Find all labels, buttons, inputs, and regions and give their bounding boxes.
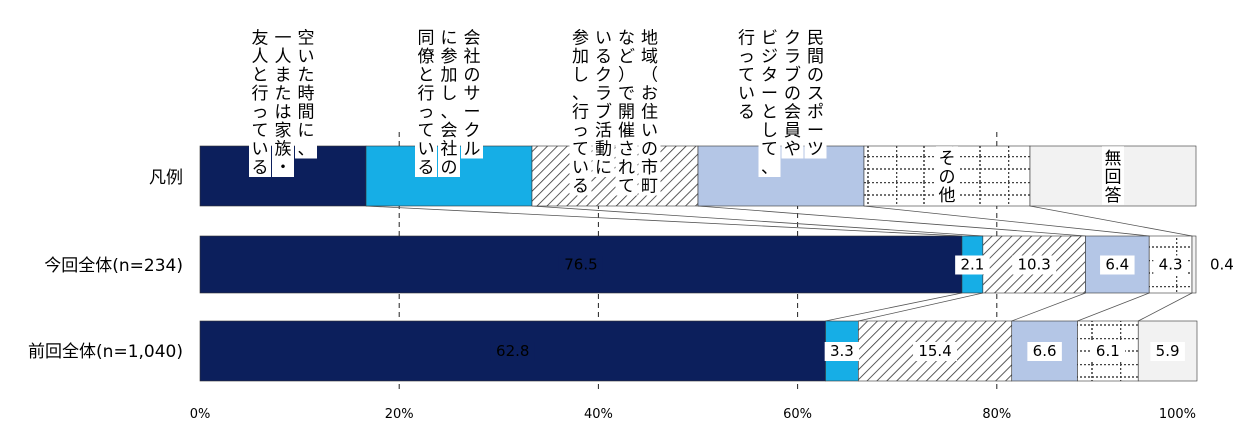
connector-line xyxy=(1138,292,1193,322)
legend-label-bg xyxy=(758,26,781,177)
value-label-bg xyxy=(1090,342,1126,361)
connector-line xyxy=(365,205,962,237)
value-label-bg xyxy=(1153,255,1188,275)
legend-label-bg xyxy=(615,26,638,196)
legend-label-bg xyxy=(569,26,592,196)
x-tick-label: 0% xyxy=(190,407,211,422)
x-tick-label: 20% xyxy=(385,407,414,422)
value-label-bg xyxy=(913,342,958,361)
x-tick-label: 80% xyxy=(982,407,1011,422)
legend-label-line: 地域（お住いの市町 xyxy=(641,29,658,197)
bar-segment-current xyxy=(1191,235,1197,294)
legend-label-line: に参加し、会社の xyxy=(441,29,458,179)
legend-swatch xyxy=(531,145,699,207)
legend-label-line: いるクラブ活動に xyxy=(595,29,612,179)
x-axis-ticks: 0% 20% 40% 60% 80% 100% xyxy=(190,407,1196,422)
x-tick-label: 40% xyxy=(584,407,613,422)
connector-line xyxy=(858,292,983,322)
legend-label-bg xyxy=(638,26,661,196)
value-label: 2.1 xyxy=(960,256,984,274)
connector-line xyxy=(825,292,963,322)
connector-line xyxy=(531,205,983,237)
legend-label-line: など）で開催されて xyxy=(618,29,635,197)
value-label: 76.5 xyxy=(564,256,597,274)
value-label: 15.4 xyxy=(918,342,951,360)
value-label-bg xyxy=(1027,342,1062,361)
legend-label-bg xyxy=(936,146,958,205)
legend-label-bg xyxy=(438,26,460,177)
value-label: 62.8 xyxy=(496,342,529,360)
legend-label-bg xyxy=(461,26,483,159)
connector-line xyxy=(1029,205,1193,237)
legend-label-bg xyxy=(415,26,437,177)
value-label-bg xyxy=(824,342,860,361)
x-tick-label: 60% xyxy=(783,407,812,422)
value-label-bg xyxy=(955,255,990,275)
legend-label-bg xyxy=(272,26,294,177)
legend-label-line: 行っている xyxy=(738,29,755,123)
legend-label-bg xyxy=(781,26,804,159)
legend-row-label: 凡例 xyxy=(149,168,183,188)
value-label: 3.3 xyxy=(830,342,854,360)
value-label: 10.3 xyxy=(1017,256,1050,274)
legend-label-bg xyxy=(295,26,317,159)
connector-line xyxy=(697,205,1086,237)
value-label: 6.1 xyxy=(1096,342,1120,360)
legend-label-line: 民間のスポーツ xyxy=(807,29,824,160)
legend-label-line: 友人と行っている xyxy=(252,29,269,179)
value-label: 4.3 xyxy=(1159,256,1183,274)
legend-labels: 空いた時間に、一人または家族・友人と行っている 会社のサークルに参加し、会社の同僚… xyxy=(249,26,1124,206)
legend-label-bg xyxy=(1102,146,1124,205)
legend-label-line: その他 xyxy=(939,149,956,206)
value-labels: 76.5 2.1 10.3 6.4 4.3 0.4 62.8 3.3 15.4 6.6 6.1 5.9 xyxy=(490,255,1234,361)
legend-label-line: 参加し、行っている xyxy=(572,29,589,197)
value-label-bg xyxy=(1150,342,1185,361)
row-label-current: 今回全体(n=234) xyxy=(44,256,183,276)
value-label: 5.9 xyxy=(1156,342,1180,360)
connector-line xyxy=(1011,292,1086,322)
value-label-bg xyxy=(1100,255,1135,275)
value-label-bg xyxy=(1012,255,1057,275)
value-label-bg xyxy=(558,255,603,275)
legend-label-bg xyxy=(249,26,271,177)
legend-label-line: 一人または家族・ xyxy=(275,29,292,179)
row-label-previous: 前回全体(n=1,040) xyxy=(28,342,183,362)
legend-label-line: ビジターとして、 xyxy=(761,29,778,179)
connector-line xyxy=(863,205,1150,237)
value-label: 6.6 xyxy=(1033,342,1057,360)
legend-label-line: 無回答 xyxy=(1105,149,1122,206)
value-label: 0.4 xyxy=(1210,256,1234,274)
value-label: 6.4 xyxy=(1105,256,1129,274)
legend-label-line: 空いた時間に、 xyxy=(298,29,315,160)
legend-swatch xyxy=(697,145,865,207)
legend-label-line: クラブの会員や xyxy=(784,29,801,160)
legend-label-bg xyxy=(592,26,615,177)
legend-label-bg xyxy=(735,26,758,122)
connector-line xyxy=(1077,292,1150,322)
legend-label-line: 同僚と行っている xyxy=(418,29,435,179)
value-label-bg xyxy=(490,342,535,361)
legend-label-line: 会社のサークル xyxy=(464,29,481,160)
segment-connectors xyxy=(365,205,1193,322)
x-tick-label: 100% xyxy=(1159,407,1196,422)
legend-label-bg xyxy=(804,26,827,159)
